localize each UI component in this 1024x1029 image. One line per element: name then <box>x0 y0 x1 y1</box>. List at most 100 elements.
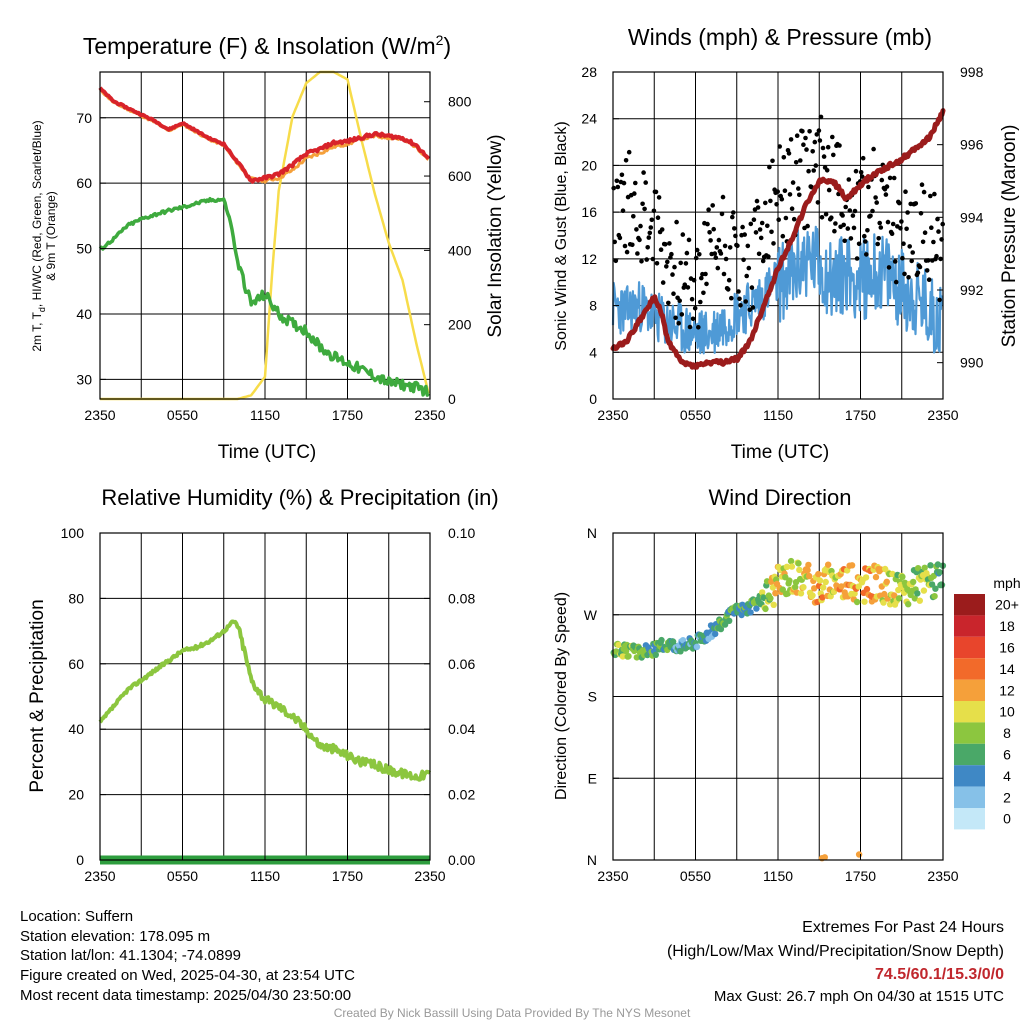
x-axis-label: Time (UTC) <box>731 442 830 463</box>
direction-point <box>820 584 827 591</box>
gust-point <box>819 215 825 220</box>
y-axis-label-line2: & 9m T (Orange) <box>44 191 58 281</box>
y2-tick-label: 0 <box>448 391 456 407</box>
direction-point <box>625 653 632 660</box>
gust-point <box>696 325 701 330</box>
gust-point <box>723 256 729 262</box>
gust-point <box>790 180 796 185</box>
gust-point <box>674 219 679 225</box>
gust-point <box>760 258 766 264</box>
gust-point <box>732 226 737 231</box>
gust-point <box>909 258 914 264</box>
gust-point <box>690 316 696 322</box>
gust-point <box>611 185 616 191</box>
direction-point <box>753 605 760 612</box>
gust-point <box>937 297 942 303</box>
gust-point <box>679 312 685 317</box>
panel-title: Wind Direction <box>708 485 851 510</box>
gust-point <box>910 250 915 255</box>
direction-point <box>633 654 640 661</box>
gust-point <box>623 158 629 163</box>
y-tick-label: 0 <box>76 852 84 868</box>
direction-point <box>762 605 769 613</box>
gust-point <box>731 210 736 215</box>
direction-point <box>881 590 888 598</box>
gust-point <box>917 264 923 270</box>
gust-point <box>624 249 630 255</box>
gust-point <box>638 223 643 229</box>
y-tick-label: E <box>588 770 597 786</box>
gust-point <box>634 227 639 232</box>
gust-point <box>711 226 716 232</box>
gust-point <box>820 145 826 151</box>
direction-point <box>931 593 938 600</box>
y-tick-label: W <box>584 607 598 623</box>
station-elevation: Station elevation: 178.095 m <box>20 928 211 945</box>
y-axis-label: Sonic Wind & Gust (Blue, Black) <box>553 121 570 350</box>
gust-point <box>735 243 740 249</box>
gust-point <box>643 180 648 185</box>
gust-point <box>644 257 649 262</box>
direction-point <box>819 594 826 601</box>
gust-point <box>847 208 853 213</box>
y-tick-label: 50 <box>76 241 92 257</box>
y-tick-label: 28 <box>581 64 597 80</box>
gust-point <box>860 155 866 161</box>
gust-point <box>708 238 713 243</box>
direction-point <box>652 651 659 658</box>
direction-point <box>891 592 898 599</box>
station-latlon: Station lat/lon: 41.1304; -74.0899 <box>20 947 242 964</box>
x-tick-label: 2350 <box>414 407 445 423</box>
panel-title: Relative Humidity (%) & Precipitation (i… <box>101 485 498 510</box>
winds-panel: 2350 0550 1150 1750 235004812162024289909929… <box>553 24 1020 463</box>
gust-point <box>840 213 845 218</box>
series-gust-dots <box>611 114 945 330</box>
y2-tick-label: 990 <box>960 355 984 371</box>
gust-point <box>659 227 665 232</box>
gust-point <box>758 235 764 241</box>
colorbar-swatch <box>954 594 985 616</box>
x-axis-label: Time (UTC) <box>218 442 317 463</box>
gust-point <box>726 277 732 283</box>
y2-tick-label: 998 <box>960 64 984 80</box>
gust-point <box>707 230 712 235</box>
gust-point <box>805 223 810 229</box>
gust-point <box>719 211 725 217</box>
y-axis-label: Percent & Precipitation <box>27 599 48 792</box>
gust-point <box>826 187 832 193</box>
series-line-station-pressure <box>610 108 946 370</box>
gust-point <box>866 184 871 190</box>
gust-point <box>801 142 806 147</box>
gust-point <box>797 192 802 198</box>
gust-point <box>920 239 926 245</box>
gust-point <box>622 243 628 249</box>
gust-point <box>767 164 772 170</box>
gust-point <box>720 194 726 200</box>
y2-tick-label: 994 <box>960 209 984 225</box>
gust-point <box>875 241 880 247</box>
direction-point <box>772 590 779 597</box>
gust-point <box>687 324 693 330</box>
gust-point <box>891 175 897 181</box>
x-tick-label: 1150 <box>763 868 793 884</box>
direction-point <box>658 636 665 644</box>
gust-point <box>902 271 907 277</box>
gust-point <box>669 251 674 257</box>
gust-point <box>868 213 873 219</box>
series-line-2m-t <box>98 86 431 184</box>
gust-point <box>846 177 852 182</box>
y-axis-label-line1: 2m T, Td, HI/WC (Red, Green, Scarlet/Blu… <box>30 120 47 351</box>
colorbar-swatch <box>954 765 985 787</box>
gust-point <box>660 280 666 285</box>
gust-point <box>639 259 644 264</box>
gust-point <box>649 217 655 223</box>
direction-point <box>779 586 786 593</box>
direction-point <box>883 578 890 585</box>
gust-point <box>879 177 885 183</box>
direction-point <box>914 590 921 597</box>
gust-point <box>921 189 927 195</box>
gust-point <box>742 232 747 237</box>
direction-point <box>825 561 832 568</box>
